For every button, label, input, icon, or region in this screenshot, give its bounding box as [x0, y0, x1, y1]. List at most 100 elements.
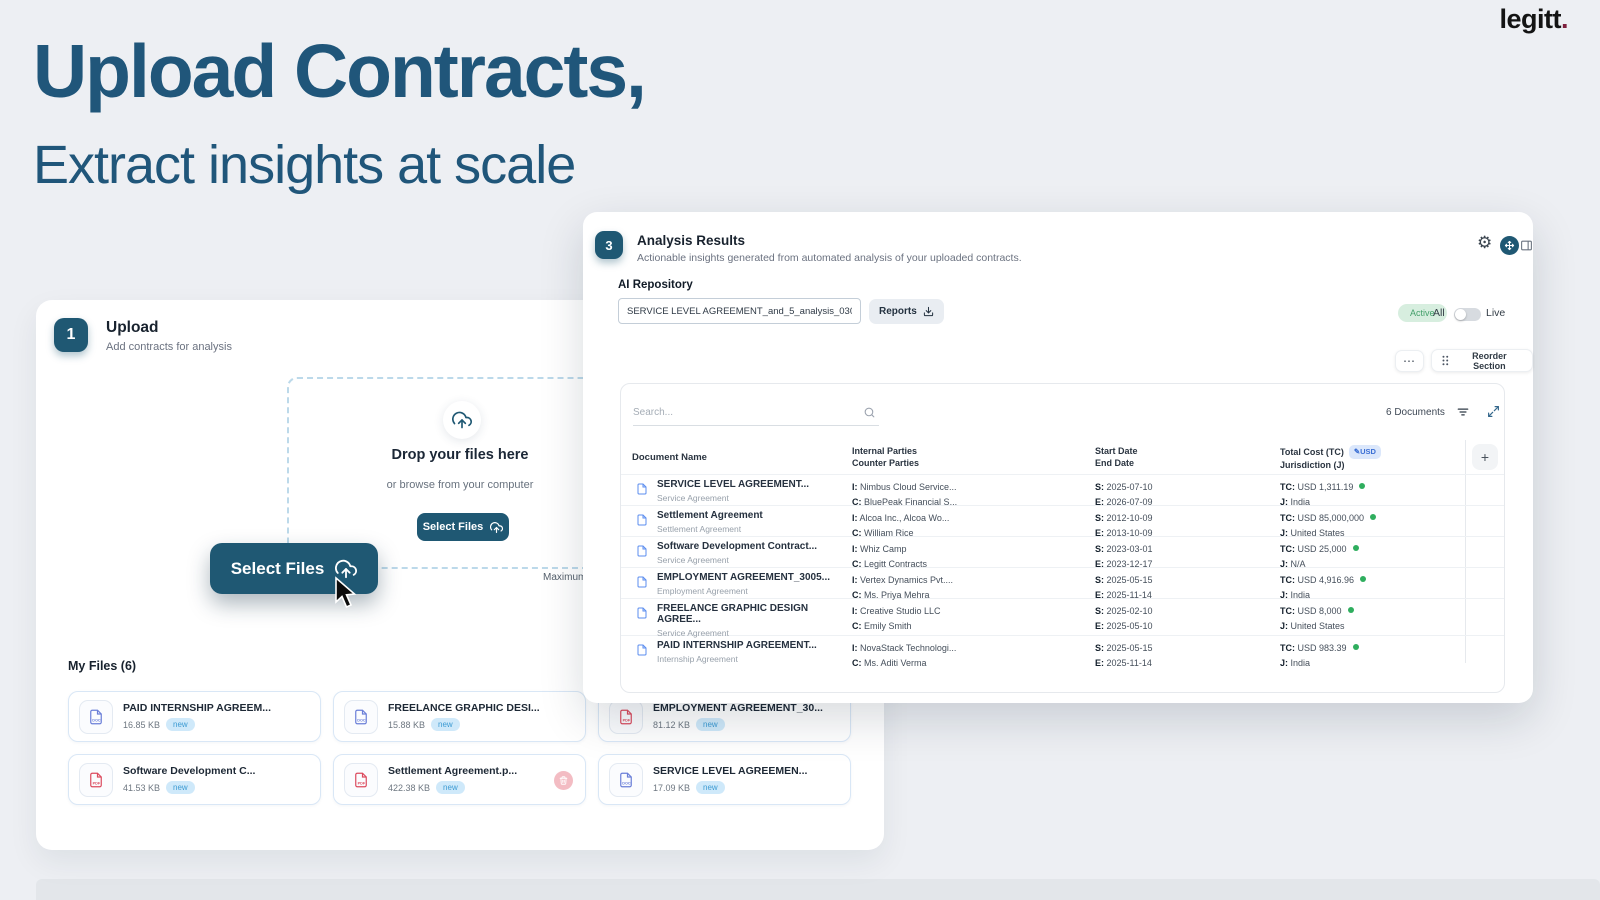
toggle-all-label: All [1433, 307, 1445, 319]
new-badge: new [696, 781, 725, 794]
add-column-button[interactable]: + [1472, 444, 1498, 470]
header-internal-parties: Internal Parties [852, 446, 918, 456]
repository-select[interactable] [618, 298, 861, 324]
file-card[interactable]: PDF Settlement Agreement.p... 422.38 KB n… [333, 754, 586, 805]
analysis-title: Analysis Results [637, 233, 746, 248]
all-live-toggle[interactable] [1454, 308, 1481, 321]
trash-icon [559, 776, 568, 785]
table-rows: SERVICE LEVEL AGREEMENT... Service Agreem… [621, 474, 1504, 668]
file-card[interactable]: PDF Software Development C... 41.53 KB ne… [68, 754, 321, 805]
expand-icon[interactable] [1487, 405, 1500, 418]
collapse-panel-icon[interactable] [1520, 239, 1533, 252]
file-card[interactable]: DOC SERVICE LEVEL AGREEMEN... 17.09 KB ne… [598, 754, 851, 805]
search-input[interactable] [633, 400, 855, 424]
row-document-type: Service Agreement [657, 493, 729, 503]
filter-icon[interactable] [1456, 405, 1470, 419]
file-name: Settlement Agreement.p... [388, 765, 518, 777]
document-icon [637, 545, 647, 557]
move-arrows-icon [1504, 240, 1515, 251]
new-badge: new [166, 781, 195, 794]
more-options-button[interactable]: ⋯ [1395, 350, 1424, 372]
row-document-name: FREELANCE GRAPHIC DESIGN AGREE... [657, 603, 809, 625]
reports-label: Reports [879, 306, 917, 317]
row-document-type: Settlement Agreement [657, 524, 742, 534]
header-jurisdiction: Jurisdiction (J) [1280, 460, 1345, 470]
upload-cloud-icon [490, 521, 504, 533]
file-card[interactable]: DOC PAID INTERNSHIP AGREEM... 16.85 KB ne… [68, 691, 321, 742]
document-icon [637, 607, 647, 619]
new-badge: new [166, 718, 195, 731]
row-document-type: Employment Agreement [657, 586, 748, 596]
file-size: 81.12 KB [653, 719, 691, 730]
file-name: PAID INTERNSHIP AGREEM... [123, 702, 271, 714]
step-number-badge: 3 [595, 231, 623, 259]
status-dot [1359, 483, 1366, 489]
settings-gear-icon[interactable]: ⚙ [1477, 233, 1493, 252]
upload-title: Upload [106, 319, 159, 336]
dropzone-subtitle: or browse from your computer [386, 479, 534, 491]
search-icon [864, 407, 875, 418]
svg-text:DOC: DOC [357, 718, 366, 722]
file-name: SERVICE LEVEL AGREEMEN... [653, 765, 808, 777]
status-dot [1352, 545, 1359, 551]
move-section-button[interactable] [1500, 236, 1519, 255]
active-status-badge[interactable]: Active [1398, 304, 1447, 322]
analysis-results-panel: 3 Analysis Results Actionable insights g… [583, 212, 1533, 703]
select-files-button[interactable]: Select Files [417, 513, 509, 541]
logo-text: legitt [1499, 4, 1561, 34]
file-card[interactable]: DOC FREELANCE GRAPHIC DESI... 15.88 KB ne… [333, 691, 586, 742]
row-document-name: Software Development Contract... [657, 541, 818, 552]
select-files-callout-button[interactable]: Select Files [210, 543, 378, 594]
download-icon [923, 306, 933, 317]
table-row[interactable]: Software Development Contract... Service … [621, 536, 1504, 569]
header-document-name: Document Name [632, 452, 707, 463]
document-icon [637, 644, 647, 656]
table-row[interactable]: EMPLOYMENT AGREEMENT_3005... Employment A… [621, 567, 1504, 600]
row-document-type: Service Agreement [657, 555, 729, 565]
header-parties: Internal Parties Counter Parties [852, 440, 1095, 474]
doc-file-icon: DOC [609, 762, 643, 797]
header-total-cost: Total Cost (TC) [1280, 447, 1344, 457]
toggle-knob [1455, 309, 1466, 320]
doc-file-icon: DOC [344, 699, 378, 734]
svg-text:DOC: DOC [92, 718, 101, 722]
bottom-strip [36, 879, 1600, 900]
reorder-section-label: Reorder Section [1472, 350, 1507, 371]
reorder-section-button[interactable]: Reorder Section [1431, 349, 1533, 372]
header-counter-parties: Counter Parties [852, 458, 920, 468]
document-icon [637, 514, 647, 526]
table-row[interactable]: FREELANCE GRAPHIC DESIGN AGREE... Service… [621, 598, 1504, 638]
reports-button[interactable]: Reports [869, 299, 944, 324]
svg-text:PDF: PDF [358, 781, 366, 785]
delete-file-button[interactable] [554, 771, 573, 790]
usd-currency-badge[interactable]: ✎USD [1348, 445, 1381, 459]
select-files-label: Select Files [422, 521, 484, 533]
table-row[interactable]: PAID INTERNSHIP AGREEMENT... Internship A… [621, 635, 1504, 668]
doc-file-icon: DOC [79, 699, 113, 734]
svg-text:PDF: PDF [623, 718, 631, 722]
logo: legitt. [1499, 4, 1568, 35]
step-number-badge: 1 [54, 318, 88, 352]
new-badge: new [436, 781, 465, 794]
document-icon [637, 576, 647, 588]
dropzone-title: Drop your files here [391, 447, 529, 463]
file-size: 17.09 KB [653, 782, 691, 793]
document-count: 6 Documents [1386, 407, 1445, 418]
header-start-date: Start Date [1095, 446, 1138, 456]
row-document-name: Settlement Agreement [657, 510, 763, 521]
document-icon [637, 483, 647, 495]
new-badge: new [696, 718, 725, 731]
header-dates: Start Date End Date [1095, 440, 1280, 474]
file-size: 422.38 KB [388, 782, 431, 793]
table-row[interactable]: SERVICE LEVEL AGREEMENT... Service Agreem… [621, 474, 1504, 507]
file-size: 15.88 KB [388, 719, 426, 730]
pdf-file-icon: PDF [609, 699, 643, 734]
search-box [633, 400, 879, 426]
file-name: FREELANCE GRAPHIC DESI... [388, 702, 540, 714]
table-row[interactable]: Settlement Agreement Settlement Agreement… [621, 505, 1504, 538]
file-dropzone[interactable]: Drop your files here or browse from your… [287, 377, 633, 569]
column-divider [1465, 440, 1466, 663]
file-size: 41.53 KB [123, 782, 161, 793]
page-subtitle: Extract insights at scale [33, 135, 576, 195]
analysis-subtitle: Actionable insights generated from autom… [637, 252, 1022, 264]
